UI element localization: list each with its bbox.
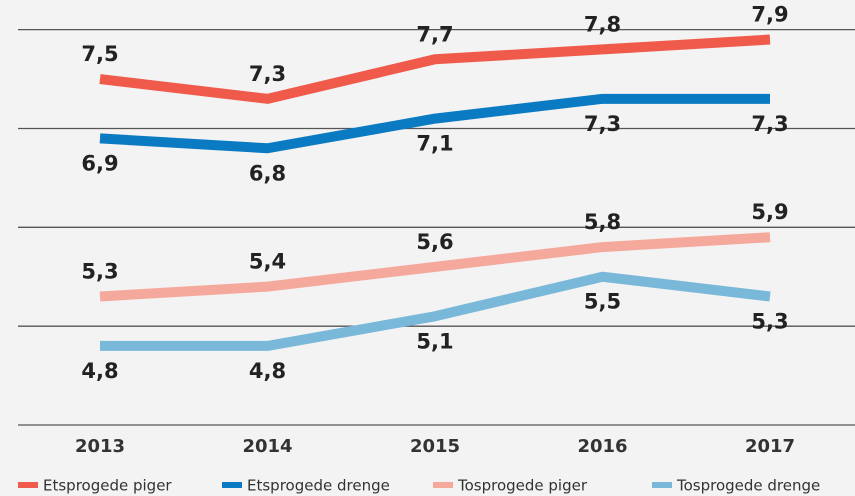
- data-label: 5,1: [416, 329, 453, 353]
- data-label: 6,8: [249, 161, 286, 185]
- data-label: 5,3: [81, 260, 118, 284]
- data-label: 5,6: [416, 230, 453, 254]
- line: [100, 271, 771, 351]
- data-label: 5,4: [249, 250, 286, 274]
- line: [99, 93, 770, 154]
- data-label: 6,9: [81, 151, 118, 175]
- legend-swatch: [652, 482, 672, 488]
- legend-swatch: [18, 482, 38, 488]
- legend-swatch: [433, 482, 453, 488]
- data-label: 5,3: [751, 310, 788, 334]
- data-label: 7,3: [249, 62, 286, 86]
- legend-label: Etsprogede piger: [43, 477, 172, 495]
- data-label: 5,5: [584, 290, 621, 314]
- x-tick-label: 2013: [75, 436, 125, 457]
- data-label: 7,5: [81, 42, 118, 66]
- data-label: 5,8: [584, 210, 621, 234]
- legend-label: Etsprogede drenge: [247, 477, 390, 495]
- data-label: 4,8: [81, 359, 118, 383]
- data-label: 7,3: [751, 112, 788, 136]
- data-label: 7,3: [584, 112, 621, 136]
- x-tick-label: 2017: [745, 436, 795, 457]
- data-label: 5,9: [751, 200, 788, 224]
- legend-label: Tosprogede drenge: [676, 477, 820, 495]
- x-tick-label: 2014: [242, 436, 292, 457]
- line: [99, 232, 771, 302]
- data-label: 7,9: [751, 3, 788, 27]
- data-label: 7,7: [416, 22, 453, 46]
- line: [99, 34, 771, 104]
- x-tick-label: 2016: [577, 436, 627, 457]
- x-tick-label: 2015: [410, 436, 460, 457]
- data-label: 7,8: [584, 12, 621, 36]
- legend-label: Tosprogede piger: [457, 477, 588, 495]
- data-label: 4,8: [249, 359, 286, 383]
- legend-swatch: [222, 482, 242, 488]
- data-label: 7,1: [416, 132, 453, 156]
